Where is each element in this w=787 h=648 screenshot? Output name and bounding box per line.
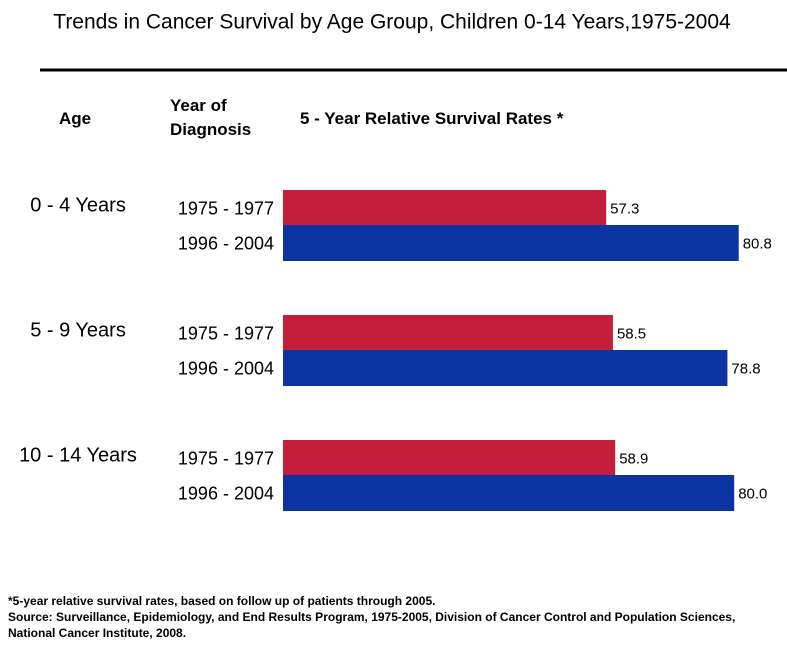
chart-title: Trends in Cancer Survival by Age Group, … [53, 11, 731, 34]
bar [283, 440, 616, 476]
series-label: 1975 - 1977 [178, 448, 274, 468]
bar [283, 315, 613, 351]
series-label: 1975 - 1977 [178, 323, 274, 343]
category-label: 5 - 9 Years [30, 319, 126, 341]
source: Source: Surveillance, Epidemiology, and … [8, 610, 736, 640]
bar [283, 350, 728, 386]
series-label: 1996 - 2004 [178, 233, 274, 253]
category-label: 10 - 14 Years [19, 444, 137, 466]
value-label: 58.9 [619, 450, 648, 467]
footnote: *5-year relative survival rates, based o… [8, 594, 436, 608]
value-label: 80.8 [743, 235, 772, 252]
value-label: 80.0 [738, 485, 767, 502]
series-label: 1996 - 2004 [178, 358, 274, 378]
bar [283, 475, 735, 511]
value-label: 58.5 [617, 325, 646, 342]
category-label: 0 - 4 Years [30, 194, 126, 216]
value-label: 57.3 [610, 200, 639, 217]
bar [283, 225, 739, 261]
series-label: 1996 - 2004 [178, 483, 274, 503]
series-label: 1975 - 1977 [178, 198, 274, 218]
column-header: Age [59, 109, 92, 128]
value-label: 78.8 [731, 360, 760, 377]
column-header: 5 - Year Relative Survival Rates * [300, 109, 564, 128]
bar [283, 190, 607, 226]
column-header: Year of Diagnosis [170, 96, 252, 139]
